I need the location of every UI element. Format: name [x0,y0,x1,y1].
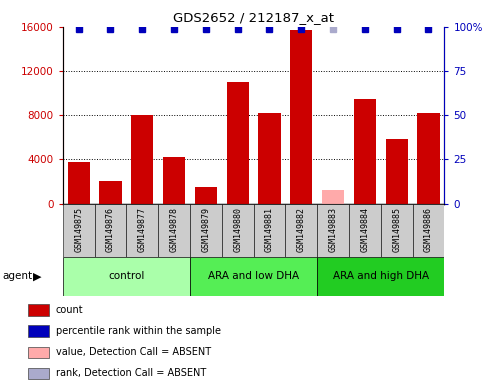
Bar [290,30,313,204]
Bar [258,113,281,204]
Bar [317,257,444,296]
Bar [131,115,154,204]
Bar [63,257,190,296]
Bar [222,204,254,257]
Bar [412,204,444,257]
Text: agent: agent [2,271,32,281]
Bar [195,187,217,204]
Bar [99,182,122,204]
Bar [158,204,190,257]
Text: GSM149883: GSM149883 [328,207,338,252]
Bar [285,204,317,257]
Text: GSM149880: GSM149880 [233,207,242,252]
Text: GSM149885: GSM149885 [392,207,401,252]
Bar [227,82,249,204]
Text: ARA and low DHA: ARA and low DHA [208,271,299,281]
Text: GSM149882: GSM149882 [297,207,306,252]
Text: GSM149875: GSM149875 [74,207,83,252]
Bar [317,204,349,257]
Bar [417,113,440,204]
Bar [68,162,90,204]
Text: rank, Detection Call = ABSENT: rank, Detection Call = ABSENT [56,368,206,379]
Text: GSM149881: GSM149881 [265,207,274,252]
Bar [322,190,344,204]
Text: percentile rank within the sample: percentile rank within the sample [56,326,221,336]
Bar [385,139,408,204]
Bar [28,346,49,358]
Bar [28,325,49,337]
Bar [190,204,222,257]
Text: GSM149877: GSM149877 [138,207,147,252]
Bar [28,367,49,379]
Bar [354,99,376,204]
Text: GSM149879: GSM149879 [201,207,211,252]
Bar [163,157,185,204]
Bar [381,204,412,257]
Text: ARA and high DHA: ARA and high DHA [333,271,429,281]
Text: GSM149878: GSM149878 [170,207,179,252]
Bar [28,304,49,316]
Text: ▶: ▶ [33,271,42,281]
Bar [63,204,95,257]
Title: GDS2652 / 212187_x_at: GDS2652 / 212187_x_at [173,11,334,24]
Bar [190,257,317,296]
Text: control: control [108,271,144,281]
Text: GSM149886: GSM149886 [424,207,433,252]
Bar [254,204,285,257]
Text: count: count [56,305,84,315]
Bar [127,204,158,257]
Text: value, Detection Call = ABSENT: value, Detection Call = ABSENT [56,347,211,358]
Text: GSM149876: GSM149876 [106,207,115,252]
Bar [349,204,381,257]
Text: GSM149884: GSM149884 [360,207,369,252]
Bar [95,204,127,257]
